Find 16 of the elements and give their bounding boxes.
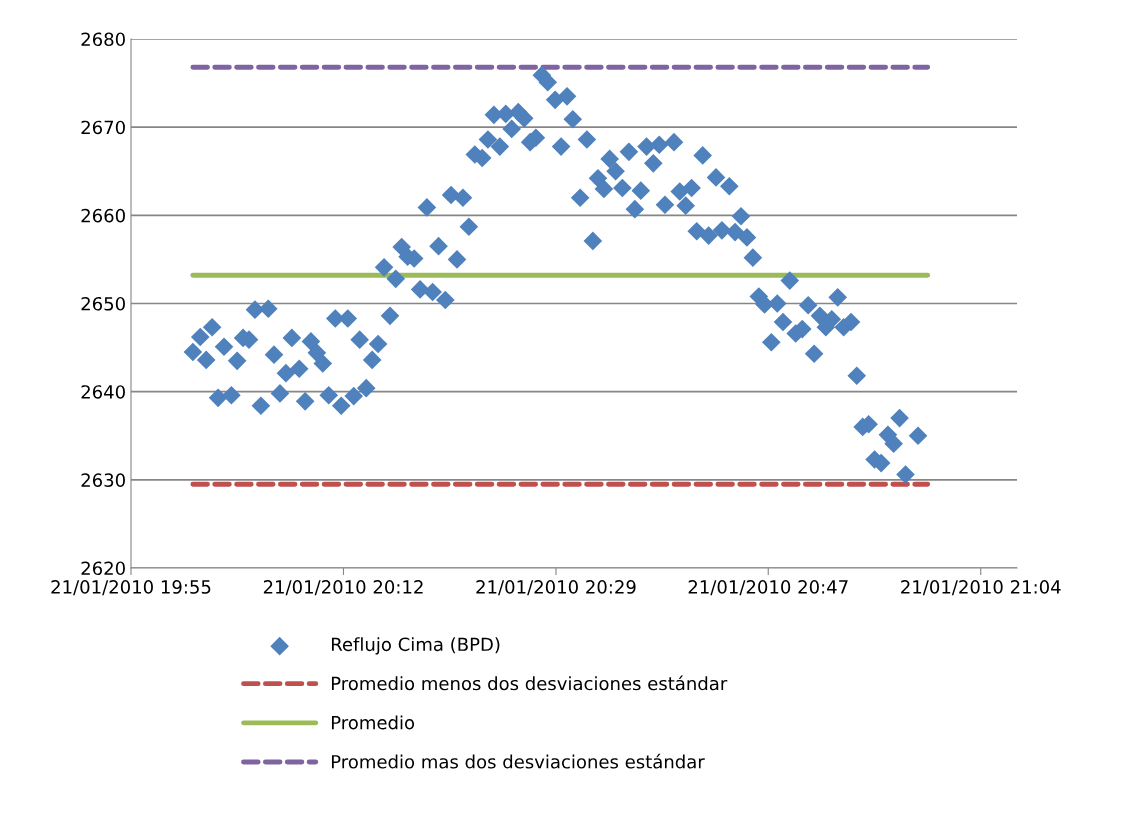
- x-tick-label: 21/01/2010 19:55: [51, 580, 211, 596]
- x-tick-label: 21/01/2010 21:04: [901, 580, 1061, 596]
- y-tick-label: 2630: [81, 473, 125, 487]
- legend-label: Promedio menos dos desviaciones estándar: [331, 675, 728, 691]
- x-tick-label: 21/01/2010 20:29: [476, 580, 636, 596]
- legend-label: Promedio: [331, 715, 415, 730]
- y-tick-label: 2670: [81, 120, 125, 135]
- y-tick-label: 2650: [81, 296, 125, 311]
- legend-label: Promedio mas dos desviaciones estándar: [331, 753, 705, 769]
- y-tick-label: 2620: [81, 561, 125, 576]
- x-tick-label: 21/01/2010 20:47: [688, 580, 848, 596]
- y-tick-label: 2680: [81, 32, 125, 47]
- y-tick-label: 2640: [81, 385, 125, 399]
- legend-label: Reflujo Cima (BPD): [331, 637, 500, 655]
- x-tick-label: 21/01/2010 20:12: [263, 580, 423, 596]
- y-tick-label: 2660: [81, 208, 125, 223]
